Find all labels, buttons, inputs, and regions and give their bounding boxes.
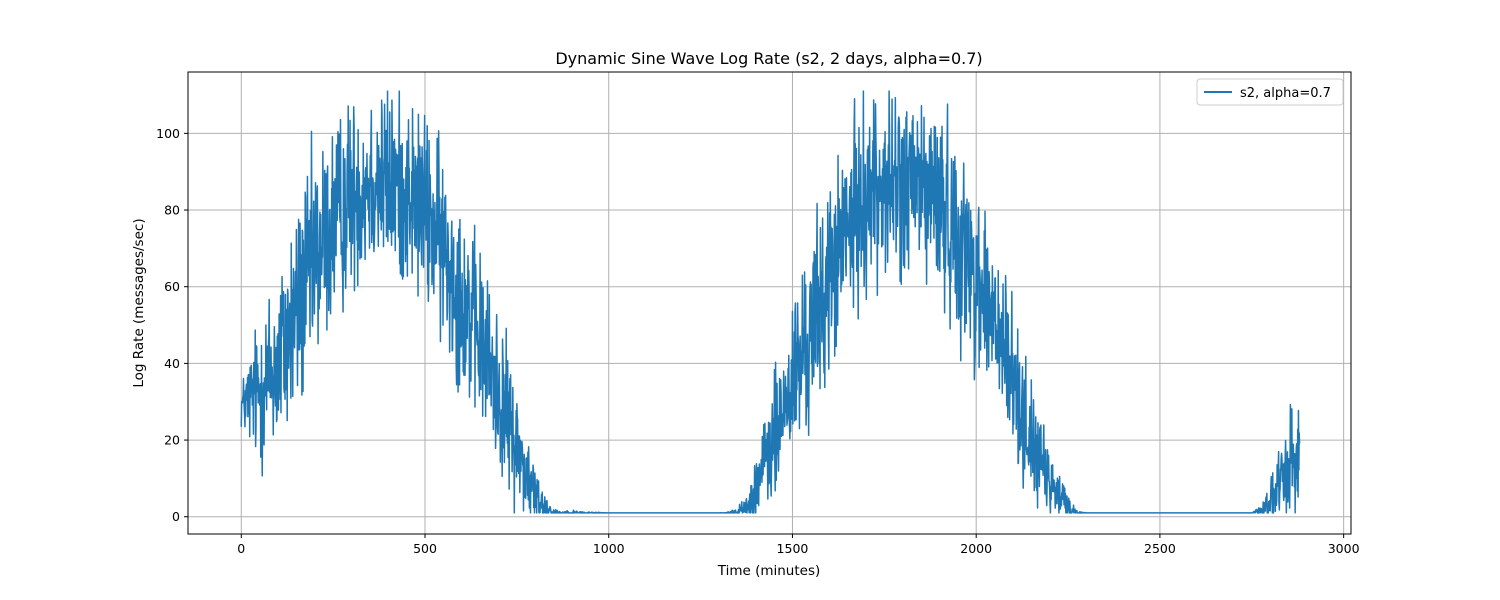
x-tick-label: 2000	[960, 541, 992, 556]
x-tick-label: 2500	[1144, 541, 1176, 556]
legend-box	[1196, 78, 1344, 106]
y-tick-label: 100	[156, 126, 180, 141]
x-tick-label: 0	[237, 541, 245, 556]
x-tick-label: 1000	[593, 541, 625, 556]
y-tick-label: 20	[164, 433, 180, 448]
y-tick-label: 0	[172, 509, 180, 524]
x-tick-label: 1500	[777, 541, 809, 556]
y-tick-label: 40	[164, 356, 180, 371]
y-axis-label: Log Rate (messages/sec)	[131, 218, 147, 387]
x-tick-label: 500	[413, 541, 437, 556]
legend: s2, alpha=0.7	[1196, 78, 1344, 106]
chart-title: Dynamic Sine Wave Log Rate (s2, 2 days, …	[555, 49, 982, 68]
x-tick-label: 3000	[1328, 541, 1360, 556]
legend-label: s2, alpha=0.7	[1240, 86, 1331, 101]
plot-frame	[187, 71, 1352, 535]
series-line	[240, 90, 1301, 514]
x-axis-label: Time (minutes)	[717, 563, 821, 579]
gridlines	[188, 72, 1351, 534]
y-tick-label: 80	[164, 203, 180, 218]
y-axis: 0 20 40 60 80 100	[156, 126, 188, 524]
x-axis: 0 500 1000 1500 2000 2500 3000	[237, 534, 1360, 556]
series-layer	[240, 90, 1301, 514]
y-tick-label: 60	[164, 279, 180, 294]
